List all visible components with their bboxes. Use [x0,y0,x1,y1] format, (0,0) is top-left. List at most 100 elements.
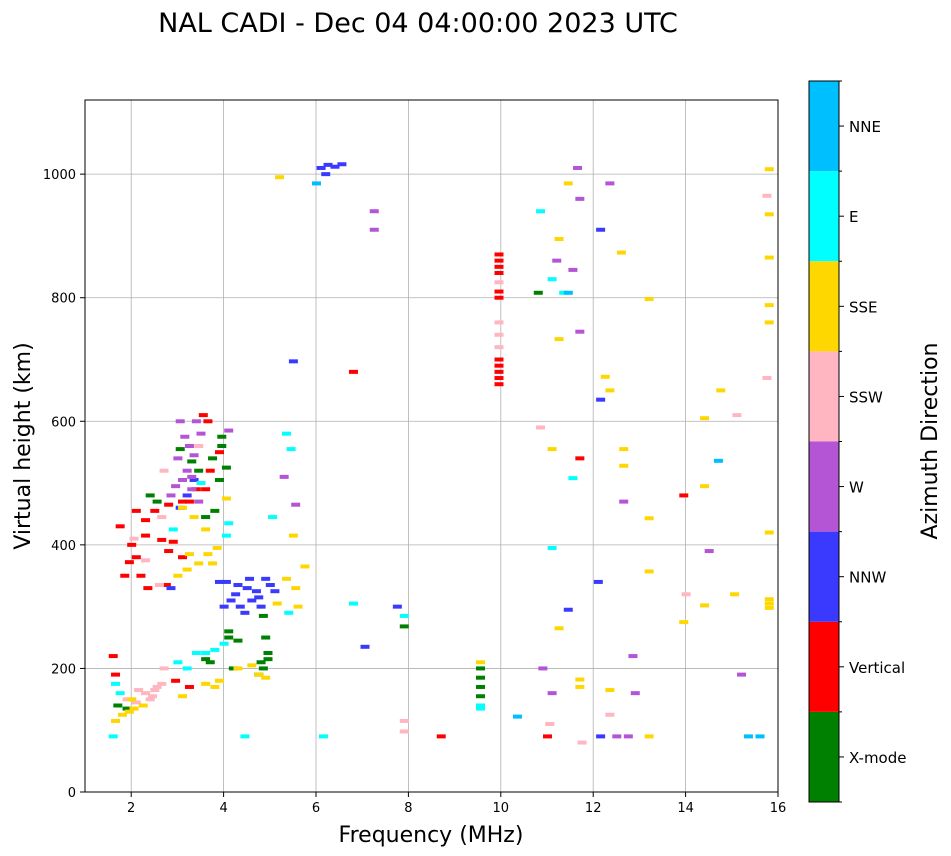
data-point [245,576,255,581]
data-point [194,468,204,473]
data-point [157,681,167,686]
data-point [291,586,301,591]
data-point [312,181,321,186]
data-point [205,468,215,473]
data-point [399,624,409,629]
data-point [108,654,118,659]
data-point [180,434,190,439]
colorbar-swatch-w [809,441,839,532]
colorbar-swatch-sse [809,261,839,352]
data-point [596,734,606,739]
data-point [713,458,723,463]
data-point [127,697,137,702]
data-point [559,290,569,295]
data-point [182,468,192,473]
data-point [281,431,291,436]
data-point [272,601,282,606]
data-point [323,162,333,167]
colorbar-swatch-x-mode [809,711,839,802]
data-point [476,694,486,699]
data-point [145,493,155,498]
data-point [194,561,204,566]
data-point [476,706,486,711]
data-point [369,227,379,232]
data-point [288,533,298,538]
data-point [619,447,629,452]
plot-frame [84,99,779,793]
data-point [124,709,134,714]
data-point [115,691,125,696]
data-point [575,329,585,334]
data-point [191,487,201,492]
data-point [399,729,409,734]
data-point [644,516,654,521]
data-point [764,303,774,308]
data-point [141,518,151,523]
data-point [157,515,167,520]
data-point [512,714,522,719]
data-point [288,359,298,364]
data-point [247,663,257,668]
data-point [208,561,218,566]
data-point [300,564,310,569]
data-point [268,515,278,520]
data-point [545,722,555,727]
data-point [145,697,155,702]
data-point [476,666,486,671]
data-point [111,718,121,723]
data-point [279,474,289,479]
data-point [164,502,174,507]
data-point [187,474,197,479]
data-point [575,677,585,682]
data-point [399,613,409,618]
series-sse [111,167,774,739]
data-point [231,592,241,597]
y-tick-label: 1000 [43,168,76,183]
data-point [233,638,243,643]
data-point [764,605,774,610]
y-tick-label: 400 [51,539,76,554]
data-point [612,734,622,739]
data-point [575,196,585,201]
data-point [623,734,633,739]
data-point [201,650,211,655]
data-point [196,431,206,436]
data-point [184,684,194,689]
data-point [141,533,151,538]
data-point [554,626,564,631]
data-point [120,573,130,578]
data-point [221,465,231,470]
data-point [184,499,194,504]
data-point [251,589,261,594]
x-tick-label: 10 [493,801,510,816]
data-point [210,508,220,513]
data-point [152,684,162,689]
data-point [173,573,183,578]
data-point [337,162,347,167]
data-point [730,592,740,597]
data-point [256,604,266,609]
data-point [270,589,280,594]
data-point [679,620,689,625]
data-point [743,734,753,739]
data-point [182,493,192,498]
data-point [108,734,118,739]
data-point [127,542,137,547]
data-point [256,660,266,665]
data-point [316,165,326,170]
data-point [224,629,234,634]
data-point [494,363,504,368]
data-point [171,678,181,683]
data-point [189,477,199,482]
data-point [494,295,504,300]
data-point [159,468,169,473]
data-point [122,697,132,702]
data-point [157,537,167,542]
data-point [217,434,227,439]
data-point [476,684,486,689]
data-point [547,545,557,550]
data-point [247,598,257,603]
data-point [392,604,402,609]
data-point [203,552,213,557]
